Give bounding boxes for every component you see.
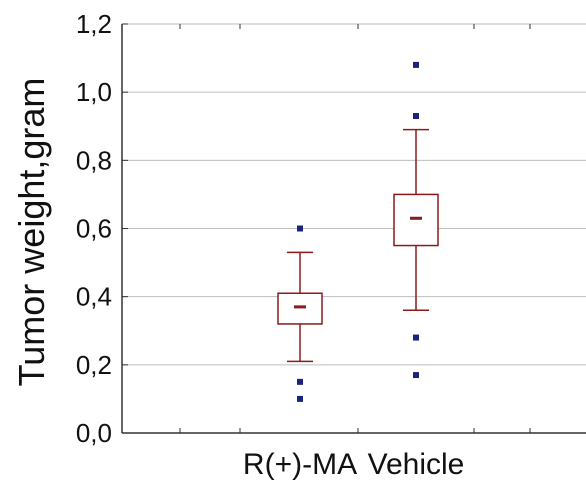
median-marker xyxy=(294,305,306,309)
box-2 xyxy=(393,61,439,379)
y-tick-label: 1,2 xyxy=(76,9,112,39)
y-axis-title: Tumor weight,gram xyxy=(11,78,52,387)
y-tick-label: 0,0 xyxy=(76,418,112,448)
y-tick-label: 0,4 xyxy=(76,282,112,312)
box-1 xyxy=(277,225,323,402)
grid-lines xyxy=(122,23,586,366)
outlier-point xyxy=(413,61,419,68)
outlier-point xyxy=(297,378,303,385)
box-rect xyxy=(393,193,439,247)
outlier-point xyxy=(413,334,419,341)
y-tick-label: 0,8 xyxy=(76,145,112,175)
y-axis-ticks: 0,0 0,2 0,4 0,6 0,8 1,0 1,2 xyxy=(76,9,128,448)
boxes xyxy=(277,61,439,402)
outlier-point xyxy=(297,225,303,232)
median-marker xyxy=(410,216,422,220)
y-tick-label: 0,2 xyxy=(76,350,112,380)
y-tick-label: 1,0 xyxy=(76,77,112,107)
box-rect xyxy=(277,292,323,325)
outlier-point xyxy=(297,395,303,402)
x-category-label: R(+)-MA xyxy=(243,448,357,481)
x-axis-categories: R(+)-MA Vehicle xyxy=(243,448,464,481)
y-tick-label: 0,6 xyxy=(76,214,112,244)
x-category-label: Vehicle xyxy=(368,448,465,481)
outlier-point xyxy=(413,113,419,120)
outlier-point xyxy=(413,372,419,379)
